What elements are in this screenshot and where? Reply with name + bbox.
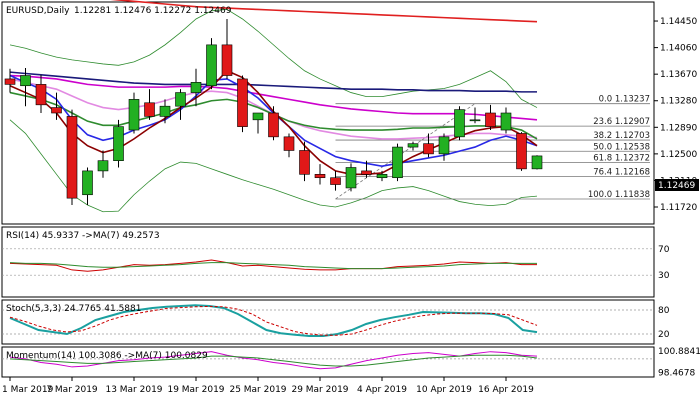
momentum-tick-label: 98.4678 — [658, 369, 695, 379]
moving-average-line — [110, 0, 538, 23]
candle-bearish — [66, 116, 78, 199]
candle-bearish — [144, 102, 155, 117]
candle-bullish — [159, 105, 171, 117]
stoch-series-line — [9, 305, 538, 336]
price-panel-frame — [1, 1, 655, 225]
fib-level-label: 50.0 1.12538 — [593, 142, 650, 152]
bollinger-lower-line — [9, 119, 538, 213]
price-tick-label: 1.14450 — [660, 17, 697, 27]
candlesticks — [4, 18, 543, 205]
fib-trend-line — [335, 103, 476, 200]
price-tick-label: 1.13280 — [660, 97, 697, 107]
stoch-series-line — [9, 304, 538, 337]
candle-bullish — [500, 112, 512, 131]
candle-bullish — [531, 155, 543, 170]
rsi-tick-label: 30 — [658, 271, 670, 281]
candle-bullish — [20, 75, 31, 87]
candle-bearish — [51, 107, 62, 114]
momentum-title: Momentum(14) 100.3086 ->MA(7) 100.0829 — [6, 351, 208, 361]
candle-bullish — [469, 119, 481, 122]
rsi-series-line — [9, 259, 537, 272]
candle-bearish — [485, 112, 496, 127]
bollinger-upper-line — [9, 9, 538, 108]
candle-bullish — [113, 126, 124, 161]
candle-bullish — [454, 109, 465, 138]
rsi-tick-label: 70 — [658, 245, 670, 255]
time-tick-label: 25 Mar 2019 — [229, 385, 286, 395]
candle-bullish — [206, 44, 217, 87]
stoch-panel-frame — [1, 299, 655, 345]
momentum-tick-label: 100.8841 — [658, 347, 700, 357]
moving-average-line — [9, 71, 537, 93]
candle-bearish — [221, 44, 233, 76]
stoch-title: Stoch(5,3,3) 24.7765 41.5881 — [6, 304, 141, 314]
candle-bearish — [4, 78, 16, 85]
candle-bullish — [438, 136, 450, 155]
fib-level-label: 38.2 1.12703 — [593, 131, 650, 141]
indicator-panels: 70 30 80 20 100.8841 98.4678 — [2, 245, 700, 379]
price-tick-label: 1.14060 — [660, 44, 697, 54]
candle-bearish — [330, 177, 341, 185]
candle-bullish — [175, 92, 186, 107]
symbol-title: EURUSD,Daily — [6, 6, 70, 16]
fib-level-label: 76.4 1.12168 — [593, 167, 650, 177]
candle-bearish — [35, 84, 47, 106]
time-tick-label: 13 Mar 2019 — [105, 385, 162, 395]
candle-bearish — [237, 78, 248, 127]
time-tick-label: 4 Apr 2019 — [357, 385, 407, 395]
time-tick-label: 19 Mar 2019 — [167, 385, 224, 395]
candle-bullish — [345, 167, 357, 189]
price-tick-label: 1.12500 — [660, 150, 697, 160]
fib-level-label: 100.0 1.11838 — [588, 190, 650, 200]
candle-bullish — [128, 99, 140, 131]
fib-level-label: 23.6 1.12907 — [593, 117, 650, 127]
candle-bullish — [392, 146, 403, 179]
stoch-tick-label: 80 — [658, 306, 670, 316]
ohlc-header: 1.12281 1.12476 1.12272 1.12469 — [74, 6, 232, 16]
momentum-series-line — [9, 351, 538, 370]
moving-average-line — [9, 74, 538, 121]
time-tick-label: 16 Apr 2019 — [478, 385, 534, 395]
candle-bullish — [252, 112, 264, 121]
candle-bullish — [376, 174, 388, 179]
fib-level-label: 0.0 1.13237 — [599, 95, 650, 105]
candle-bearish — [283, 136, 295, 151]
bollinger-bands — [9, 9, 538, 213]
current-price-label: 1.12469 — [658, 181, 695, 191]
fib-level-label: 61.8 1.12372 — [593, 154, 650, 164]
time-tick-label: 7 Mar 2019 — [46, 385, 98, 395]
price-tick-label: 1.11720 — [660, 203, 697, 213]
time-tick-label: 10 Apr 2019 — [416, 385, 472, 395]
candle-bullish — [82, 170, 93, 196]
candle-bearish — [314, 174, 326, 179]
candle-bullish — [407, 143, 419, 148]
candle-bullish — [97, 160, 109, 172]
momentum-series-line — [9, 354, 538, 367]
candle-bearish — [299, 150, 310, 175]
rsi-panel-frame — [1, 226, 655, 298]
price-tick-label: 1.13670 — [660, 70, 697, 80]
rsi-title: RSI(14) 45.9337 ->MA(7) 49.2573 — [6, 231, 160, 241]
stoch-tick-label: 20 — [658, 330, 670, 340]
time-tick-label: 1 Mar 2019 — [2, 385, 54, 395]
price-tick-label: 1.12890 — [660, 123, 697, 133]
current-price-badge — [655, 179, 699, 191]
candle-bearish — [423, 143, 434, 155]
time-tick-label: 29 Mar 2019 — [291, 385, 348, 395]
candle-bearish — [361, 170, 372, 175]
candle-bullish — [190, 82, 202, 93]
candle-bearish — [516, 133, 527, 170]
candle-bearish — [268, 112, 279, 138]
rsi-series-line — [9, 262, 537, 270]
fibonacci-levels: 0.0 1.13237 23.6 1.12907 38.2 1.1270350.0 … — [335, 95, 650, 200]
